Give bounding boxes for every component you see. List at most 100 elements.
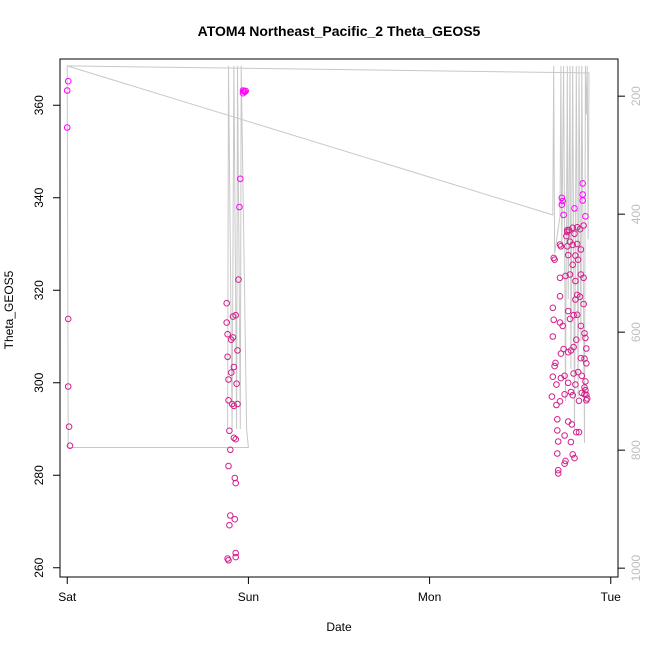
y-axis-label: Theta_GEOS5 [2,270,16,349]
data-point [232,435,239,443]
data-point [231,515,239,523]
data-point [562,272,569,280]
data-point [558,201,566,208]
data-point [554,466,562,474]
data-point [582,386,589,394]
data-point [549,333,557,340]
y2-tick-label: 400 [629,204,643,224]
data-point [232,479,239,487]
data-point [569,224,577,232]
chart-title: ATOM4 Northeast_Pacific_2 Theta_GEOS5 [198,23,481,39]
data-point [233,380,240,388]
data-point [564,307,572,315]
data-point [575,428,583,436]
data-point [232,549,239,557]
data-point [572,381,579,388]
y-tick-label: 260 [32,557,46,577]
x-tick-label: Sun [238,590,259,604]
data-points-layer [63,77,591,564]
data-point [226,427,233,435]
data-point [225,462,232,470]
data-point [576,225,584,233]
data-point [556,398,564,405]
data-point [558,194,566,202]
data-point [564,379,572,387]
y2-tick-label: 200 [629,86,643,106]
data-point [63,87,71,94]
data-point [65,423,73,431]
data-point [554,416,561,423]
y-tick-label: 300 [32,372,46,392]
data-point [549,373,557,381]
data-point [64,383,72,390]
data-point [229,334,237,341]
data-point [548,393,556,400]
data-point [227,369,235,376]
y-tick-label: 340 [32,187,46,207]
data-point [571,454,578,462]
data-point [554,427,561,434]
data-point [561,372,568,380]
data-point [553,401,560,409]
data-point [572,277,579,285]
data-point [582,334,589,342]
data-point [63,124,71,131]
data-point [583,345,590,352]
data-point [569,261,577,269]
data-point [567,438,575,446]
data-point [560,345,567,353]
data-point [570,343,577,351]
data-point [551,256,558,264]
data-point [236,203,243,211]
data-point [582,213,589,220]
data-point [234,400,241,408]
profile-line-layer [66,65,590,448]
y2-tick-label: 800 [629,440,643,460]
data-point [230,402,238,410]
data-point [239,87,247,94]
x-tick-label: Tue [601,590,622,604]
data-point [582,378,589,385]
data-point [567,388,575,396]
data-point [577,354,585,362]
data-point [235,276,242,283]
x-tick-label: Mon [418,590,441,604]
data-point [564,226,571,234]
data-point [569,391,577,399]
data-point [225,557,232,564]
data-point [564,228,571,236]
y2-tick-label: 1000 [629,554,643,581]
data-point [578,372,586,380]
data-point [234,347,241,354]
data-point [573,311,581,319]
x-axis-label: Date [326,620,352,634]
data-point [224,353,231,361]
data-point [575,397,583,405]
data-point [561,460,568,468]
data-point [569,241,577,249]
data-point [573,428,580,436]
y-tick-label: 320 [32,280,46,300]
data-point [559,197,567,205]
data-point [553,381,560,388]
data-point [581,384,588,391]
data-point [237,175,244,183]
data-point [224,330,231,338]
data-point [552,359,559,367]
x-tick-label: Sat [58,590,77,604]
data-point [570,311,577,319]
data-point [226,521,233,529]
data-point [559,322,567,330]
data-point [580,274,587,282]
x-axis: Sat Sun Mon Tue [58,576,622,604]
data-point [223,319,230,326]
data-point [556,293,564,300]
data-point [64,315,72,323]
data-point [230,434,238,442]
data-point [583,360,590,367]
y-tick-label: 360 [32,95,46,115]
data-point [580,300,587,308]
data-point [225,397,232,404]
data-point [566,315,574,323]
